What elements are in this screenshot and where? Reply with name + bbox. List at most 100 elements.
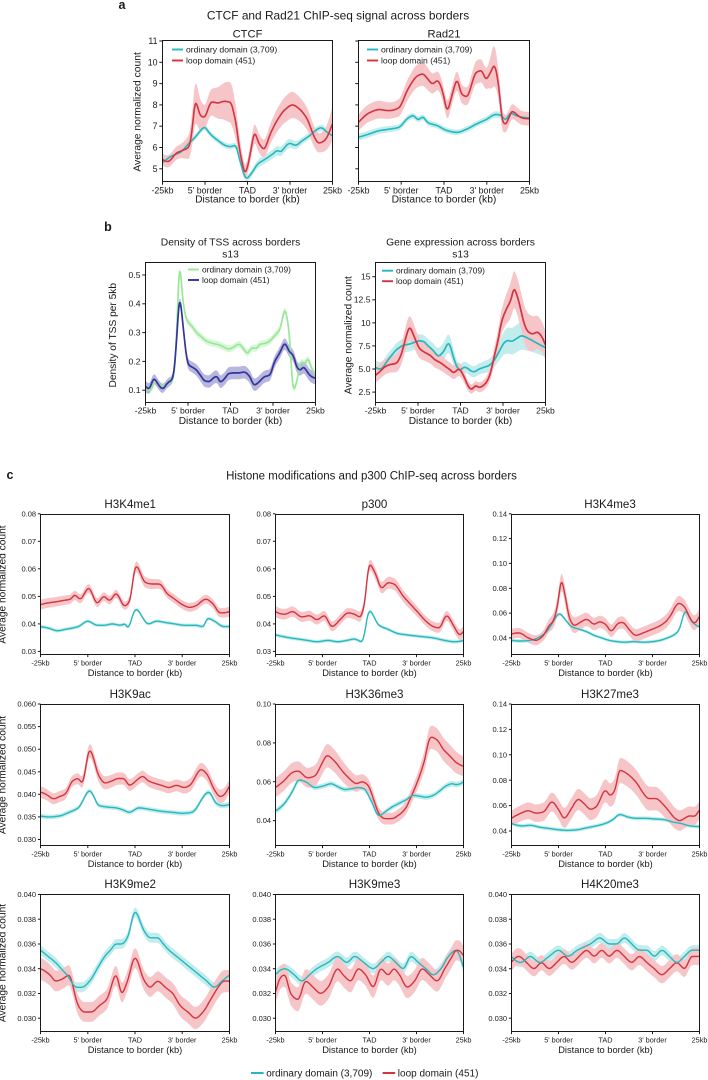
svg-text:-25kb: -25kb (502, 1035, 520, 1044)
svg-text:0.08: 0.08 (492, 584, 507, 593)
svg-text:0.06: 0.06 (492, 801, 507, 810)
svg-text:3' border: 3' border (168, 849, 197, 858)
svg-text:b: b (104, 220, 112, 234)
svg-text:0.1: 0.1 (129, 385, 141, 395)
svg-text:25kb: 25kb (222, 1035, 238, 1044)
svg-text:0.05: 0.05 (256, 592, 271, 601)
svg-text:25kb: 25kb (306, 405, 325, 415)
svg-text:3' border: 3' border (256, 405, 290, 415)
svg-text:0.045: 0.045 (17, 767, 36, 776)
svg-text:-25kb: -25kb (266, 849, 284, 858)
svg-text:-25kb: -25kb (502, 849, 520, 858)
svg-text:0.040: 0.040 (488, 890, 507, 899)
svg-text:-25kb: -25kb (266, 658, 284, 667)
svg-text:Average normalized count: Average normalized count (0, 716, 9, 834)
svg-text:ordinary domain (3,709): ordinary domain (3,709) (381, 44, 472, 54)
svg-text:Average normalized count: Average normalized count (0, 525, 9, 643)
svg-text:loop domain (451): loop domain (451) (396, 276, 464, 286)
svg-text:H3K9me3: H3K9me3 (349, 878, 401, 891)
svg-text:5' border: 5' border (74, 849, 103, 858)
svg-text:loop domain (451): loop domain (451) (202, 275, 270, 285)
svg-text:0.04: 0.04 (256, 619, 271, 628)
svg-text:Distance to border (kb): Distance to border (kb) (558, 668, 653, 678)
svg-text:0.030: 0.030 (17, 1014, 36, 1023)
svg-text:0.040: 0.040 (17, 890, 36, 899)
svg-text:0.04: 0.04 (21, 619, 36, 628)
svg-text:5' border: 5' border (308, 849, 337, 858)
svg-text:25kb: 25kb (692, 658, 708, 667)
svg-text:TAD: TAD (598, 1035, 612, 1044)
svg-text:Distance to border (kb): Distance to border (kb) (179, 416, 283, 427)
svg-text:25kb: 25kb (222, 658, 238, 667)
svg-text:2.5: 2.5 (359, 387, 371, 397)
svg-text:Average normalized count: Average normalized count (0, 904, 9, 1022)
svg-text:0.06: 0.06 (492, 609, 507, 618)
svg-text:Histone modifications and p300: Histone modifications and p300 ChIP-seq … (226, 471, 517, 483)
svg-text:5' border: 5' border (401, 405, 435, 415)
svg-text:Distance to border (kb): Distance to border (kb) (322, 1045, 417, 1055)
svg-text:5: 5 (153, 164, 158, 174)
svg-text:TAD: TAD (598, 849, 612, 858)
svg-text:5' border: 5' border (544, 849, 573, 858)
svg-text:0.060: 0.060 (17, 700, 36, 709)
svg-text:H3K9ac: H3K9ac (110, 688, 151, 701)
svg-text:25kb: 25kb (456, 658, 472, 667)
svg-text:25kb: 25kb (456, 849, 472, 858)
svg-text:0.05: 0.05 (21, 592, 36, 601)
svg-text:-25kb: -25kb (31, 849, 49, 858)
svg-text:0.14: 0.14 (492, 700, 507, 709)
svg-text:15: 15 (361, 272, 371, 282)
svg-text:25kb: 25kb (323, 185, 342, 195)
svg-text:Distance to border (kb): Distance to border (kb) (558, 1045, 653, 1055)
svg-text:ordinary domain (3,709): ordinary domain (3,709) (202, 264, 291, 274)
svg-text:3' border: 3' border (168, 658, 197, 667)
svg-text:0.034: 0.034 (488, 964, 507, 973)
svg-text:3' border: 3' border (470, 185, 505, 195)
svg-text:0.034: 0.034 (17, 964, 36, 973)
svg-text:Distance to border (kb): Distance to border (kb) (322, 668, 417, 678)
svg-text:12.5: 12.5 (354, 295, 371, 305)
svg-text:0.12: 0.12 (492, 534, 507, 543)
svg-text:H3K9me2: H3K9me2 (104, 878, 156, 891)
svg-text:0.08: 0.08 (492, 776, 507, 785)
svg-text:0.032: 0.032 (17, 989, 36, 998)
svg-text:-25kb: -25kb (135, 405, 157, 415)
svg-text:TAD: TAD (452, 405, 469, 415)
svg-text:H3K36me3: H3K36me3 (345, 688, 403, 701)
svg-text:a: a (119, 0, 127, 12)
svg-text:TAD: TAD (436, 185, 453, 195)
svg-text:5' border: 5' border (308, 1035, 337, 1044)
svg-text:-25kb: -25kb (31, 1035, 49, 1044)
svg-text:0.08: 0.08 (256, 738, 271, 747)
svg-text:Gene expression across borders: Gene expression across borders (386, 238, 535, 249)
svg-text:0.030: 0.030 (17, 835, 36, 844)
svg-text:TAD: TAD (128, 658, 142, 667)
svg-text:Density of TSS across borders: Density of TSS across borders (161, 238, 300, 249)
svg-text:8: 8 (153, 100, 158, 110)
svg-text:0.08: 0.08 (21, 509, 36, 518)
svg-text:0.040: 0.040 (17, 790, 36, 799)
svg-text:loop domain (451): loop domain (451) (186, 55, 255, 65)
svg-text:3' border: 3' border (402, 849, 431, 858)
svg-text:5' border: 5' border (384, 185, 419, 195)
svg-text:0.06: 0.06 (21, 564, 36, 573)
svg-text:0.032: 0.032 (488, 989, 507, 998)
svg-text:0.10: 0.10 (492, 559, 507, 568)
svg-text:0.3: 0.3 (129, 328, 141, 338)
svg-text:0.038: 0.038 (252, 915, 271, 924)
svg-text:Distance to border (kb): Distance to border (kb) (88, 859, 183, 869)
svg-text:TAD: TAD (362, 849, 376, 858)
svg-text:0.07: 0.07 (21, 537, 36, 546)
svg-text:Rad21: Rad21 (428, 28, 461, 40)
svg-text:-25kb: -25kb (266, 1035, 284, 1044)
svg-text:H3K4me3: H3K4me3 (584, 498, 636, 511)
svg-text:5' border: 5' border (544, 658, 573, 667)
svg-text:25kb: 25kb (692, 1035, 708, 1044)
svg-text:TAD: TAD (362, 1035, 376, 1044)
svg-text:0.5: 0.5 (129, 270, 141, 280)
svg-text:CTCF: CTCF (233, 28, 263, 40)
svg-text:25kb: 25kb (456, 1035, 472, 1044)
svg-text:Average normalized count: Average normalized count (344, 276, 355, 394)
svg-text:-25kb: -25kb (31, 658, 49, 667)
svg-text:Distance to border (kb): Distance to border (kb) (195, 195, 300, 206)
